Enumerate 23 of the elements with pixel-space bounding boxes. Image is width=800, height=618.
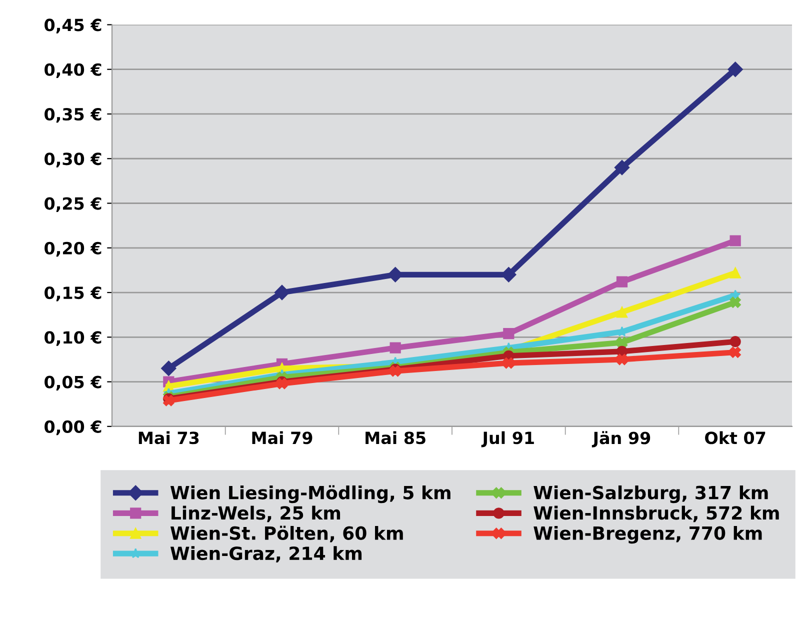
legend-label: Wien-Graz, 214 km — [170, 546, 362, 562]
y-tick-label: 0,00 € — [44, 420, 102, 436]
x-tick-label: Mai 79 — [252, 431, 312, 444]
legend-label: Wien-Innsbruck, 572 km — [534, 506, 779, 522]
y-tick-label: 0,35 € — [44, 108, 102, 123]
y-tick-label: 0,20 € — [44, 242, 102, 257]
legend-label: Wien-St. Pölten, 60 km — [170, 526, 403, 542]
y-tick-label: 0,15 € — [44, 286, 102, 302]
y-tick-label: 0,40 € — [44, 63, 102, 78]
x-tick-label: Okt 07 — [705, 431, 766, 444]
y-tick-label: 0,30 € — [44, 152, 102, 168]
legend-label: Wien Liesing-Mödling, 5 km — [170, 485, 450, 504]
y-tick-label: 0,05 € — [44, 376, 102, 390]
legend-label: Wien-Salzburg, 317 km — [534, 485, 768, 504]
x-tick-label: Jul 91 — [481, 431, 534, 448]
y-tick-label: 0,45 € — [44, 18, 102, 34]
legend-label: Linz-Wels, 25 km — [172, 506, 340, 522]
x-tick-label: Mai 85 — [366, 431, 426, 444]
x-tick-label: Mai 73 — [138, 431, 199, 444]
legend-label: Wien-Bregenz, 770 km — [534, 526, 762, 544]
y-tick-label: 0,10 € — [44, 331, 102, 346]
x-tick-label: Jän 99 — [592, 431, 650, 448]
y-tick-label: 0,25 € — [44, 197, 102, 212]
